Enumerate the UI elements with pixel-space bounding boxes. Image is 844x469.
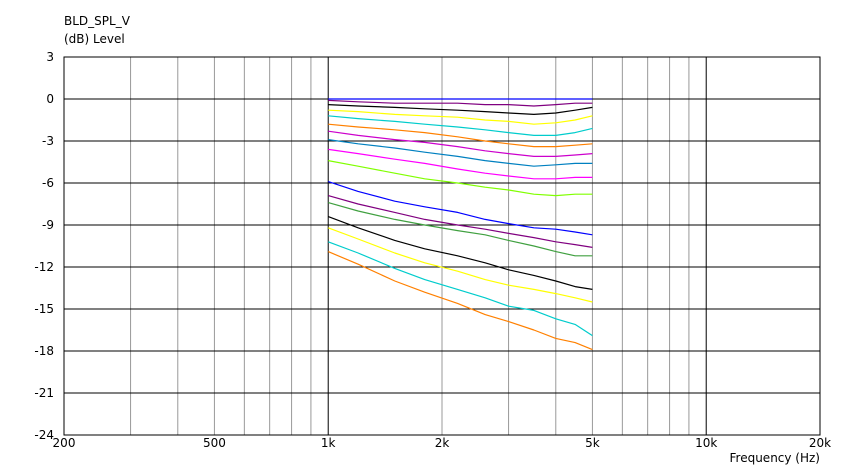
x-tick-label: 1k <box>321 436 336 450</box>
y-tick-label: -21 <box>34 386 54 400</box>
x-axis-label: Frequency (Hz) <box>730 451 821 465</box>
series-line-4 <box>328 109 593 125</box>
x-tick-label: 20k <box>809 436 831 450</box>
y-tick-label: -15 <box>34 302 54 316</box>
series-line-12 <box>328 195 593 248</box>
series-line-13 <box>328 202 593 257</box>
series-line-5 <box>328 115 593 136</box>
series-line-16 <box>327 241 593 337</box>
series-lines <box>327 98 593 351</box>
plot-frame <box>63 56 821 436</box>
tick-labels: 200 500 1k 2k 5k 10k 20k 3 0 -3 -6 -9 -12 -15 -18 -21 -2… <box>34 50 831 450</box>
y-tick-label: -12 <box>34 260 54 274</box>
x-tick-label: 200 <box>53 436 76 450</box>
grid <box>64 57 820 435</box>
series-line-7 <box>328 130 593 157</box>
series-line-8 <box>328 139 593 167</box>
x-tick-label: 2k <box>435 436 450 450</box>
x-tick-label: 500 <box>203 436 226 450</box>
y-tick-label: -24 <box>34 428 54 442</box>
series-line-15 <box>327 227 593 303</box>
chart-title: BLD_SPL_V <box>64 14 131 28</box>
series-line-10 <box>328 160 593 197</box>
series-line-11 <box>328 181 593 236</box>
y-tick-label: 0 <box>46 92 54 106</box>
y-tick-label: -18 <box>34 344 54 358</box>
series-line-9 <box>328 148 593 180</box>
series-line-17 <box>327 251 593 351</box>
series-line-3 <box>328 104 593 116</box>
y-tick-label: -6 <box>42 176 54 190</box>
y-tick-label: -9 <box>42 218 54 232</box>
y-axis-label: (dB) Level <box>64 32 125 46</box>
series-line-14 <box>327 216 593 290</box>
x-tick-label: 5k <box>585 436 600 450</box>
y-tick-label: 3 <box>46 50 54 64</box>
y-tick-label: -3 <box>42 134 54 148</box>
x-tick-label: 10k <box>695 436 717 450</box>
series-line-2 <box>328 99 593 107</box>
series-line-6 <box>328 123 593 148</box>
